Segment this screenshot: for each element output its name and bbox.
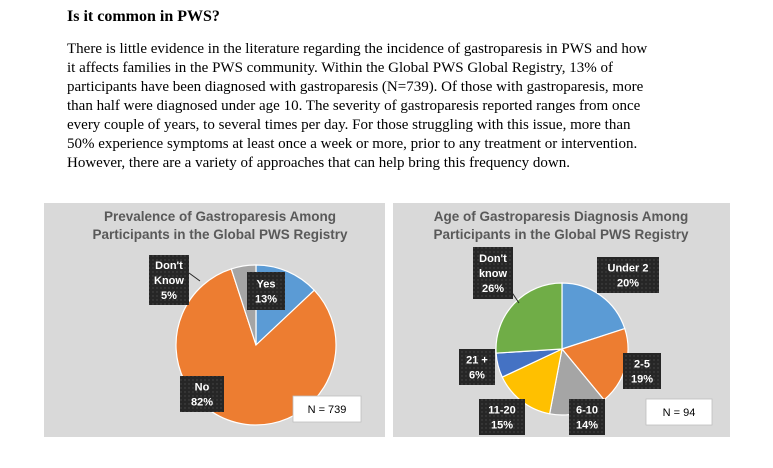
body-line: than half were diagnosed under age 10. T… [67,98,641,114]
slice-label-11-20: 11-20 15% [479,399,525,435]
label-leader-line [188,272,201,282]
body-line: However, there are a variety of approach… [67,155,570,171]
section-heading: Is it common in PWS? [67,8,220,25]
svg-text:2-519%: 2-5 19% [631,359,653,386]
chart-title: Age of Gastroparesis Diagnosis Among Part… [433,209,689,242]
chart-title: Prevalence of Gastroparesis Among Partici… [92,209,348,242]
slice-label-don-t: Don't know 26% [473,247,513,299]
age-diagnosis-pie-chart: Age of Gastroparesis Diagnosis Among Part… [433,209,713,435]
pie-slice-under-2 [561,282,626,350]
body-line: participants have been diagnosed with ga… [67,79,644,95]
svg-text:N = 94: N = 94 [663,407,696,419]
slice-label-don-t: Don't Know 5% [149,255,189,305]
sample-size-box: N = 739 [292,395,362,423]
prevalence-pie-chart: Prevalence of Gastroparesis Among Partici… [92,209,362,426]
body-paragraph: There is little evidence in the literatu… [67,40,707,173]
slice-label-6-10: 6-10 14% [569,399,605,435]
svg-text:Under 220%: Under 2 20% [608,263,649,290]
slice-label-under-2: Under 2 20% [597,257,659,293]
body-line: every couple of years, to several times … [67,117,631,133]
body-line: it affects families in the PWS community… [67,60,613,76]
slice-label-no: No 82% [180,376,224,412]
prevalence-chart-panel: Prevalence of Gastroparesis Among Partici… [44,203,385,437]
svg-text:21 +6%: 21 +6% [466,355,488,382]
sample-size-box: N = 94 [645,398,713,426]
pie-slice-don-t [495,282,563,354]
svg-text:N = 739: N = 739 [308,404,347,416]
slice-label-2-5: 2-5 19% [623,353,661,389]
slice-label-yes: Yes 13% [247,272,285,310]
body-line: 50% experience symptoms at least once a … [67,136,638,152]
body-line: There is little evidence in the literatu… [67,41,648,57]
age-diagnosis-chart-panel: Age of Gastroparesis Diagnosis Among Part… [393,203,730,437]
slice-label-21: 21 +6% [459,349,495,385]
